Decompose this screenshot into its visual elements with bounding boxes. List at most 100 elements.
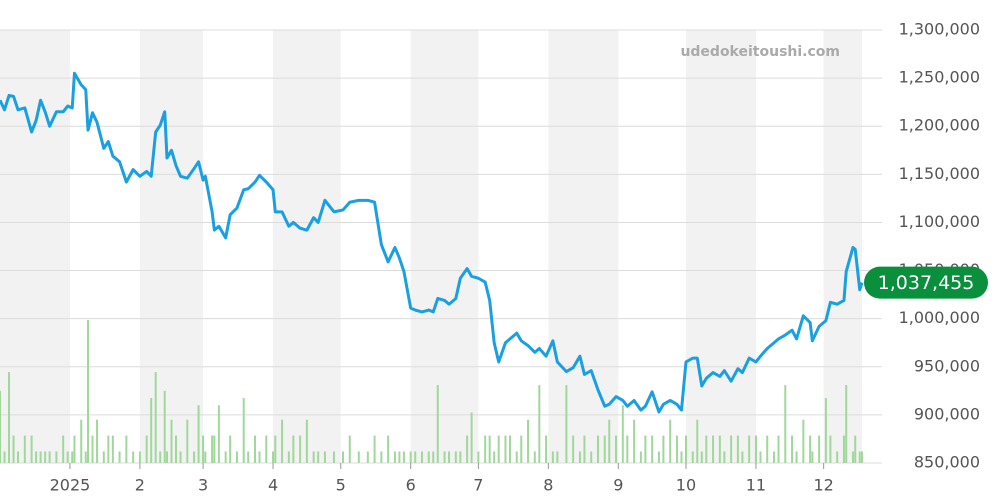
volume-bar bbox=[621, 405, 624, 463]
volume-bar bbox=[515, 451, 518, 463]
volume-bar bbox=[357, 451, 360, 463]
volume-bar bbox=[488, 435, 491, 463]
x-tick-label: 7 bbox=[473, 476, 483, 495]
month-band bbox=[273, 30, 341, 463]
volume-bar bbox=[111, 435, 114, 463]
volume-bar bbox=[62, 435, 65, 463]
volume-bar bbox=[402, 451, 405, 463]
volume-bar bbox=[193, 451, 196, 463]
volume-bar bbox=[784, 385, 787, 463]
volume-bar bbox=[791, 435, 794, 463]
volume-bar bbox=[305, 419, 308, 463]
volume-bar bbox=[795, 451, 798, 463]
volume-bar bbox=[73, 435, 76, 463]
volume-bar bbox=[633, 419, 636, 463]
volume-bar bbox=[759, 451, 762, 463]
volume-bar bbox=[705, 435, 708, 463]
volume-bar bbox=[3, 451, 6, 463]
month-band bbox=[410, 30, 479, 463]
volume-bar bbox=[583, 435, 586, 463]
volume-bar bbox=[626, 435, 629, 463]
volume-bar bbox=[691, 451, 694, 463]
volume-bar bbox=[373, 435, 376, 463]
volume-bar bbox=[718, 435, 721, 463]
month-band bbox=[139, 30, 204, 463]
volume-bar bbox=[247, 451, 250, 463]
volume-bar bbox=[545, 435, 548, 463]
volume-bar bbox=[741, 451, 744, 463]
x-tick-label: 10 bbox=[676, 476, 696, 495]
y-tick-label: 1,150,000 bbox=[899, 164, 980, 183]
volume-bar bbox=[802, 419, 805, 463]
y-tick-label: 900,000 bbox=[914, 404, 980, 423]
volume-bar bbox=[639, 451, 642, 463]
volume-bar bbox=[644, 435, 647, 463]
volume-bar bbox=[414, 451, 417, 463]
volume-bar bbox=[777, 435, 780, 463]
volume-bar bbox=[253, 435, 256, 463]
y-tick-label: 1,000,000 bbox=[899, 308, 980, 327]
volume-bar bbox=[809, 435, 812, 463]
volume-bar bbox=[197, 405, 200, 463]
y-tick-label: 850,000 bbox=[914, 453, 980, 472]
volume-bar bbox=[55, 451, 58, 463]
volume-bar bbox=[675, 435, 678, 463]
volume-bar bbox=[680, 451, 683, 463]
volume-bar bbox=[454, 451, 457, 463]
volume-bar bbox=[723, 451, 726, 463]
volume-bar bbox=[341, 451, 344, 463]
volume-bar bbox=[565, 385, 568, 463]
x-tick-label: 3 bbox=[198, 476, 208, 495]
volume-bar bbox=[772, 451, 775, 463]
volume-bar bbox=[281, 419, 284, 463]
volume-bar bbox=[615, 435, 618, 463]
y-tick-label: 1,200,000 bbox=[899, 116, 980, 135]
current-value-label: 1,037,455 bbox=[878, 272, 975, 294]
x-tick-label: 8 bbox=[543, 476, 553, 495]
volume-bar bbox=[299, 435, 302, 463]
volume-bar bbox=[845, 385, 848, 463]
volume-bar bbox=[87, 320, 90, 463]
volume-bar bbox=[323, 451, 326, 463]
volume-bar bbox=[204, 451, 207, 463]
volume-bar bbox=[150, 398, 153, 463]
volume-bar bbox=[504, 435, 507, 463]
volume-bar bbox=[470, 412, 473, 463]
volume-bar bbox=[459, 451, 462, 463]
volume-bar bbox=[84, 451, 87, 463]
volume-bar bbox=[736, 435, 739, 463]
volume-bar bbox=[71, 451, 74, 463]
volume-bar bbox=[443, 451, 446, 463]
volume-bar bbox=[590, 451, 593, 463]
volume-bar bbox=[520, 435, 523, 463]
volume-bar bbox=[48, 451, 51, 463]
volume-bar bbox=[409, 451, 412, 463]
volume-bar bbox=[274, 435, 277, 463]
volume-bar bbox=[258, 451, 261, 463]
volume-bar bbox=[17, 451, 20, 463]
volume-bar bbox=[366, 451, 369, 463]
volume-bar bbox=[80, 419, 83, 463]
volume-bar bbox=[125, 435, 128, 463]
volume-bar bbox=[448, 451, 451, 463]
volume-bar bbox=[578, 451, 581, 463]
volume-bar bbox=[766, 435, 769, 463]
price-line bbox=[0, 71, 864, 414]
volume-bar bbox=[317, 451, 320, 463]
x-tick-label: 11 bbox=[746, 476, 766, 495]
volume-bar bbox=[292, 435, 295, 463]
month-band bbox=[0, 30, 70, 463]
watermark: udedokeitoushi.com bbox=[680, 44, 840, 60]
volume-bar bbox=[202, 435, 205, 463]
volume-bar bbox=[730, 435, 733, 463]
x-tick-label: 9 bbox=[613, 476, 623, 495]
x-tick-label: 2025 bbox=[50, 476, 91, 495]
volume-bar bbox=[287, 451, 290, 463]
x-tick-label: 2 bbox=[135, 476, 145, 495]
volume-bar bbox=[170, 419, 173, 463]
volume-bar bbox=[312, 451, 315, 463]
volume-bar bbox=[332, 451, 335, 463]
volume-bar bbox=[44, 451, 47, 463]
volume-bar bbox=[572, 435, 575, 463]
volume-bar bbox=[538, 385, 541, 463]
